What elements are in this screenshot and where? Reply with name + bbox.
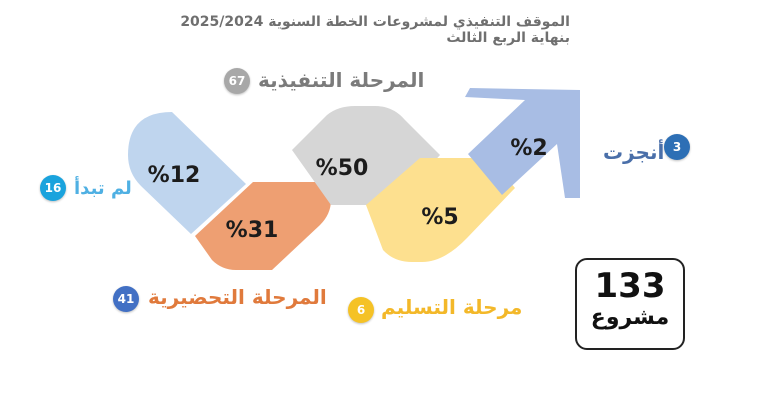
completed-label: أنجزت xyxy=(603,140,665,164)
percent-executive: %50 xyxy=(315,156,369,181)
executive-count-circle: 67 xyxy=(224,68,250,94)
preparatory-count-circle: 41 xyxy=(113,286,139,312)
total-projects-box: 133 مشروع xyxy=(575,258,685,350)
percent-not-started: %12 xyxy=(147,163,201,188)
percent-delivery: %5 xyxy=(421,205,459,230)
segment-preparatory xyxy=(195,182,331,270)
delivery-count-circle: 6 xyxy=(348,297,374,323)
page-title: الموقف التنفيذي لمشروعات الخطة السنوية 2… xyxy=(180,14,570,46)
not-started-count-circle: 16 xyxy=(40,175,66,201)
not-started-label: لم تبدأ xyxy=(74,178,132,199)
delivery-label: مرحلة التسليم xyxy=(381,295,523,319)
segment-delivery xyxy=(366,158,515,262)
total-projects-unit: مشروع xyxy=(590,305,670,330)
executive-label: المرحلة التنفيذية xyxy=(258,68,425,92)
segment-not-started xyxy=(128,112,246,234)
completed-count-circle: 3 xyxy=(664,134,690,160)
segment-completed-arrow xyxy=(465,88,580,198)
preparatory-label: المرحلة التحضيرية xyxy=(148,285,327,309)
percent-preparatory: %31 xyxy=(225,218,279,243)
total-projects-count: 133 xyxy=(594,266,666,306)
percent-completed: %2 xyxy=(510,136,548,161)
